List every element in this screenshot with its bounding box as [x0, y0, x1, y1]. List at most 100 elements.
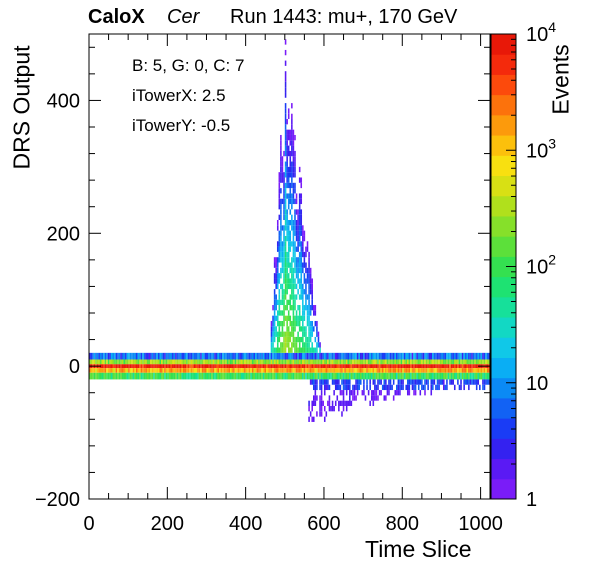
heatmap-cell — [471, 372, 473, 380]
heatmap-cell — [388, 390, 390, 396]
heatmap-cell — [460, 372, 462, 380]
heatmap-cell — [283, 251, 285, 258]
heatmap-cell — [305, 262, 307, 268]
heatmap-cell — [142, 352, 144, 360]
heatmap-cell — [123, 359, 126, 365]
heatmap-cell — [391, 364, 393, 369]
heatmap-cell — [361, 364, 364, 369]
heatmap-cell — [316, 347, 318, 353]
heatmap-cell — [184, 368, 187, 373]
heatmap-cell — [367, 372, 370, 380]
heatmap-cell — [338, 352, 340, 360]
heatmap-cell — [475, 379, 478, 385]
heatmap-cell — [215, 368, 218, 373]
heatmap-cell — [283, 262, 285, 268]
heatmap-cell — [280, 241, 282, 247]
heatmap-cell — [327, 368, 329, 373]
heatmap-cell — [201, 364, 204, 369]
heatmap-cell — [281, 257, 284, 263]
heatmap-cell — [286, 134, 288, 141]
heatmap-cell — [126, 364, 129, 369]
heatmap-cell — [126, 372, 129, 380]
heatmap-cell — [239, 359, 241, 365]
heatmap-cell — [134, 359, 136, 365]
heatmap-cell — [283, 257, 285, 263]
heatmap-cell — [217, 352, 220, 360]
heatmap-cell — [336, 368, 339, 373]
heatmap-cell — [385, 368, 387, 373]
heatmap-cell — [280, 251, 282, 258]
heatmap-cell — [403, 368, 406, 373]
heatmap-cell — [483, 384, 486, 391]
heatmap-cell — [303, 359, 306, 365]
heatmap-cell — [372, 368, 375, 373]
heatmap-cell — [345, 352, 348, 360]
heatmap-cell — [291, 305, 293, 311]
heatmap-cell — [278, 320, 281, 327]
heatmap-cell — [284, 342, 287, 348]
heatmap-cell — [325, 379, 328, 385]
heatmap-cell — [411, 379, 414, 385]
heatmap-cell — [289, 140, 292, 146]
heatmap-cell — [287, 257, 290, 263]
heatmap-cell — [377, 379, 379, 385]
heatmap-cell — [377, 359, 379, 365]
heatmap-cell — [284, 161, 287, 167]
heatmap-cell — [209, 359, 212, 365]
heatmap-cell — [370, 368, 373, 373]
heatmap-cell — [300, 214, 303, 220]
heatmap-cell — [90, 372, 93, 380]
heatmap-cell — [284, 193, 287, 199]
heatmap-cell — [430, 379, 433, 385]
heatmap-cell — [264, 352, 267, 360]
heatmap-cell — [292, 310, 295, 316]
heatmap-cell — [201, 352, 204, 360]
heatmap-cell — [303, 235, 306, 242]
heatmap-cell — [266, 368, 268, 373]
heatmap-cell — [176, 359, 179, 365]
heatmap-cell — [334, 352, 337, 360]
heatmap-cell — [331, 379, 334, 385]
heatmap-cell — [483, 352, 486, 360]
heatmap-cell — [106, 372, 108, 380]
heatmap-cell — [292, 315, 295, 321]
heatmap-cell — [172, 372, 174, 380]
heatmap-cell — [421, 384, 423, 391]
heatmap-cell — [385, 395, 387, 401]
heatmap-cell — [156, 368, 158, 373]
heatmap-cell — [327, 359, 329, 365]
heatmap-cell — [328, 368, 331, 373]
heatmap-cell — [443, 368, 445, 373]
heatmap-cell — [278, 289, 281, 295]
heatmap-cell — [316, 352, 318, 360]
heatmap-cell — [327, 400, 329, 406]
heatmap-cell — [314, 320, 317, 327]
heatmap-cell — [366, 368, 368, 373]
heatmap-cell — [273, 372, 276, 380]
heatmap-cell — [482, 359, 484, 365]
heatmap-cell — [276, 342, 279, 348]
heatmap-cell — [342, 372, 345, 380]
heatmap-cell — [217, 368, 220, 373]
heatmap-cell — [425, 372, 428, 380]
heatmap-cell — [140, 372, 143, 380]
heatmap-cell — [305, 359, 307, 365]
heatmap-cell — [132, 352, 135, 360]
heatmap-cell — [397, 364, 400, 369]
heatmap-cell — [275, 326, 277, 332]
heatmap-cell — [245, 368, 248, 373]
heatmap-cell — [157, 364, 160, 369]
color-scale-step — [491, 236, 516, 257]
heatmap-cell — [294, 134, 296, 141]
heatmap-cell — [319, 411, 321, 417]
heatmap-cell — [327, 364, 329, 369]
heatmap-cell — [303, 230, 306, 236]
heatmap-cell — [353, 395, 356, 401]
heatmap-cell — [276, 364, 279, 369]
heatmap-cell — [240, 359, 243, 365]
heatmap-cell — [441, 364, 444, 369]
heatmap-cell — [344, 368, 346, 373]
heatmap-cell — [452, 368, 454, 373]
heatmap-cell — [284, 283, 287, 290]
heatmap-cell — [181, 359, 183, 365]
